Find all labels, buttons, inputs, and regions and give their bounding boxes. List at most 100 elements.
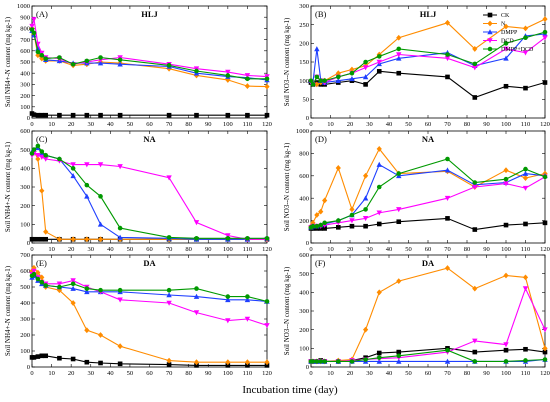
data-point (70, 285, 76, 291)
data-point (225, 233, 231, 239)
data-point (98, 112, 103, 118)
data-point (472, 349, 478, 355)
y-tick-label: 400 (20, 166, 30, 173)
x-tick-label: 60 (146, 246, 153, 253)
x-tick-label: 20 (68, 370, 75, 377)
data-point (314, 81, 320, 88)
data-point (349, 66, 355, 73)
data-point (363, 207, 368, 212)
data-point (335, 70, 341, 77)
chart-panel: 0 100 200 300 400 500 600 700 0 10 20 30 40 50 60 70 80 9… (4, 252, 272, 377)
legend-entry: DMPP (501, 30, 518, 36)
data-point (318, 222, 324, 228)
data-point (70, 166, 76, 171)
series-dmpp-dcd (308, 156, 548, 230)
data-point (445, 52, 450, 57)
data-point (84, 58, 90, 64)
y-tick-label: 400 (20, 70, 30, 77)
x-tick-label: 40 (386, 121, 393, 128)
data-point (314, 74, 320, 80)
data-point (57, 355, 62, 361)
y-tick-label: 0 (306, 115, 309, 122)
data-point (29, 23, 35, 29)
data-point (314, 359, 320, 364)
x-tick-label: 50 (127, 370, 134, 377)
data-point (193, 310, 200, 316)
series-n (29, 264, 270, 366)
data-point (98, 287, 103, 293)
chart-panel: 0 200 400 600 800 1000 0 10 20 30 40 50 60 70 80 90 100 1… (283, 128, 550, 253)
data-point (472, 359, 478, 364)
data-point (43, 112, 49, 118)
y-axis-label: Soil NO3--N content (mg kg-1) (283, 142, 291, 231)
data-point (98, 194, 103, 199)
panel-label: (F) (315, 258, 326, 268)
y-tick-label: 400 (299, 290, 309, 297)
series-line (31, 113, 267, 116)
data-point (542, 35, 548, 41)
data-point (444, 55, 451, 62)
series-line (31, 147, 268, 240)
y-axis-label: Soil NH4+-N content (mg kg-1) (4, 16, 12, 107)
data-point (166, 175, 172, 181)
data-point (336, 218, 341, 223)
y-tick-label: 100 (20, 222, 30, 229)
panel-title: NA (422, 134, 435, 144)
data-point (225, 359, 231, 366)
data-point (376, 184, 382, 190)
x-tick-label: 120 (262, 121, 272, 128)
data-point (29, 27, 35, 32)
x-tick-label: 50 (127, 246, 134, 253)
y-tick-label: 300 (299, 3, 309, 10)
data-point (363, 357, 368, 362)
data-point (43, 353, 49, 359)
x-tick-label: 110 (243, 121, 253, 128)
data-point (444, 358, 451, 364)
data-point (29, 268, 35, 274)
data-point (39, 353, 45, 359)
data-point (70, 112, 76, 118)
data-point (264, 236, 270, 241)
data-point (84, 182, 90, 188)
series-dcd (29, 268, 270, 329)
y-tick-label: 200 (20, 93, 30, 100)
series-line (32, 355, 267, 366)
y-tick-label: 600 (20, 128, 30, 135)
data-point (225, 318, 231, 324)
data-point (97, 332, 104, 338)
data-point (322, 78, 327, 83)
x-tick-label: 120 (540, 370, 550, 377)
data-point (57, 55, 62, 60)
x-tick-label: 10 (48, 370, 55, 377)
data-point (503, 23, 509, 30)
data-point (245, 76, 250, 82)
data-point (542, 345, 548, 352)
data-point (349, 70, 355, 76)
data-point (194, 286, 199, 291)
y-axis-label: Soil NO3--N content (mg kg-1) (283, 17, 291, 106)
legend-marker (487, 12, 493, 18)
legend-marker (487, 29, 493, 35)
data-point (31, 268, 37, 274)
data-point (396, 52, 402, 58)
x-tick-label: 0 (30, 246, 33, 253)
data-point (396, 353, 402, 359)
series-line (310, 147, 546, 227)
data-point (349, 206, 355, 213)
data-point (376, 221, 382, 227)
x-tick-label: 80 (185, 121, 192, 128)
data-point (57, 112, 62, 118)
chart-panel: 0 100 200 300 400 500 600 700 800 900 1000 0 10 20 30 4… (4, 3, 272, 128)
data-point (31, 112, 37, 117)
data-point (264, 359, 270, 366)
data-point (310, 359, 316, 364)
data-point (542, 29, 548, 35)
data-point (264, 323, 270, 329)
data-point (336, 359, 341, 364)
data-point (503, 167, 509, 174)
y-tick-label: 50 (303, 97, 310, 104)
data-point (245, 236, 250, 241)
series-dcd (29, 17, 270, 80)
y-tick-label: 0 (27, 115, 30, 122)
